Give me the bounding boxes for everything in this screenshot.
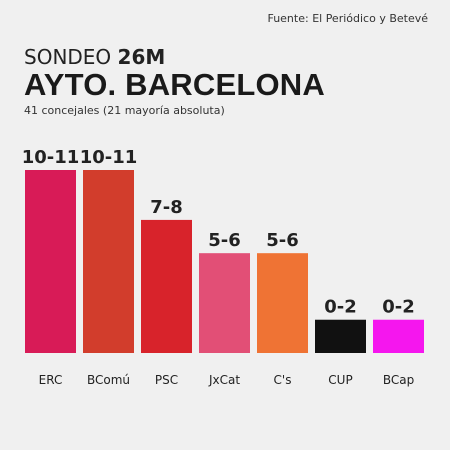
category-label: PSC — [155, 373, 178, 387]
category-label: BComú — [87, 373, 130, 387]
category-label: JxCat — [208, 373, 240, 387]
value-label: 7-8 — [150, 197, 183, 218]
bar-erc — [25, 170, 76, 353]
value-label: 10-11 — [80, 147, 138, 168]
chart-heading: SONDEO 26M AYTO. BARCELONA 41 concejales… — [24, 46, 325, 117]
subtitle-prefix: SONDEO — [24, 45, 118, 69]
subtitle: SONDEO 26M — [24, 46, 325, 68]
value-label: 5-6 — [208, 230, 241, 251]
category-label: ERC — [39, 373, 63, 387]
value-label: 0-2 — [382, 297, 415, 318]
category-label: C's — [274, 373, 292, 387]
category-label: CUP — [328, 373, 352, 387]
bar-bcap — [373, 319, 424, 353]
bar-psc — [141, 219, 192, 353]
source-note: Fuente: El Periódico y Betevé — [267, 12, 428, 25]
bar-cs — [257, 253, 308, 353]
subtitle-date: 26M — [117, 45, 166, 69]
value-label: 5-6 — [266, 230, 299, 251]
bar-bcom — [83, 170, 134, 353]
value-label: 0-2 — [324, 297, 357, 318]
bar-jxcat — [199, 253, 250, 353]
category-label: BCap — [383, 373, 414, 387]
seats-note: 41 concejales (21 mayoría absoluta) — [24, 104, 225, 117]
chart-title: AYTO. BARCELONA — [24, 67, 325, 102]
bar-cup — [315, 319, 366, 353]
value-label: 10-11 — [22, 147, 80, 168]
